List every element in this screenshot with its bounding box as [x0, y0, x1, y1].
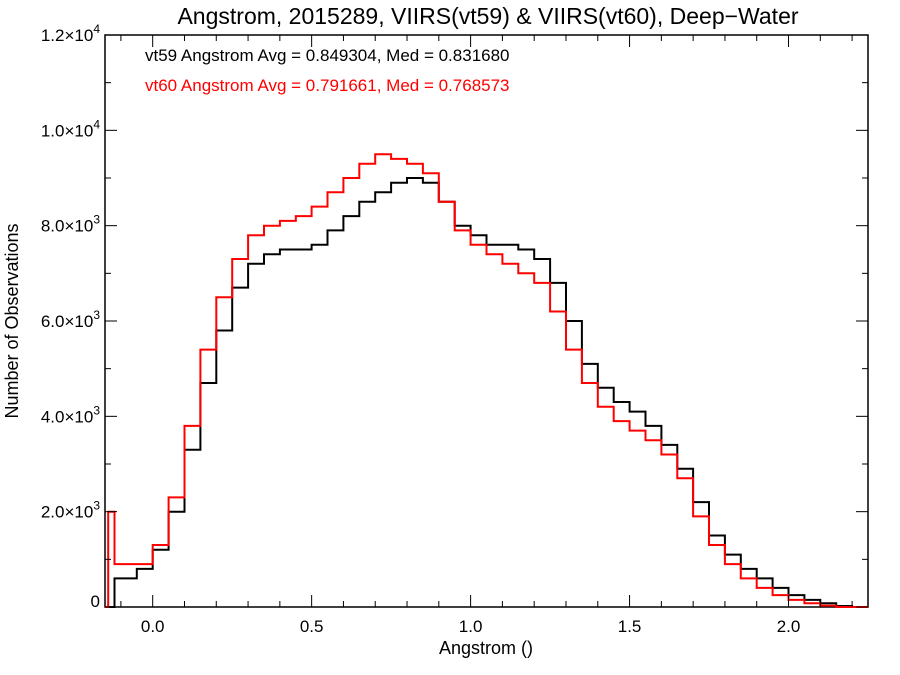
x-tick-label: 0.0 — [141, 617, 165, 636]
x-tick-label: 0.5 — [300, 617, 324, 636]
chart-title: Angstrom, 2015289, VIIRS(vt59) & VIIRS(v… — [177, 3, 798, 29]
x-axis-label: Angstrom () — [439, 638, 533, 658]
y-tick-label: 0 — [91, 592, 100, 611]
y-axis-label: Number of Observations — [2, 223, 22, 418]
x-tick-label: 2.0 — [777, 617, 801, 636]
x-tick-label: 1.0 — [459, 617, 483, 636]
ticks-layer: 0.0 0.5 1.0 1.5 2.0 0 2.0×103 4.0×103 6.0×103 8.0… — [41, 22, 868, 636]
y-tick-label: 1.0×104 — [41, 117, 100, 140]
plot-frame — [104, 34, 869, 608]
series-1-line — [105, 153, 868, 608]
y-tick-label: 6.0×103 — [41, 308, 100, 331]
annotation-vt60: vt60 Angstrom Avg = 0.791661, Med = 0.76… — [145, 76, 510, 95]
y-tick-label: 4.0×103 — [41, 403, 100, 426]
y-tick-label: 8.0×103 — [41, 213, 100, 236]
series-0-line — [105, 177, 868, 608]
y-tick-label: 2.0×103 — [41, 499, 100, 522]
x-tick-label: 1.5 — [618, 617, 642, 636]
annotation-vt59: vt59 Angstrom Avg = 0.849304, Med = 0.83… — [145, 46, 510, 65]
y-tick-label: 1.2×104 — [41, 22, 100, 45]
series-layer — [105, 153, 868, 608]
